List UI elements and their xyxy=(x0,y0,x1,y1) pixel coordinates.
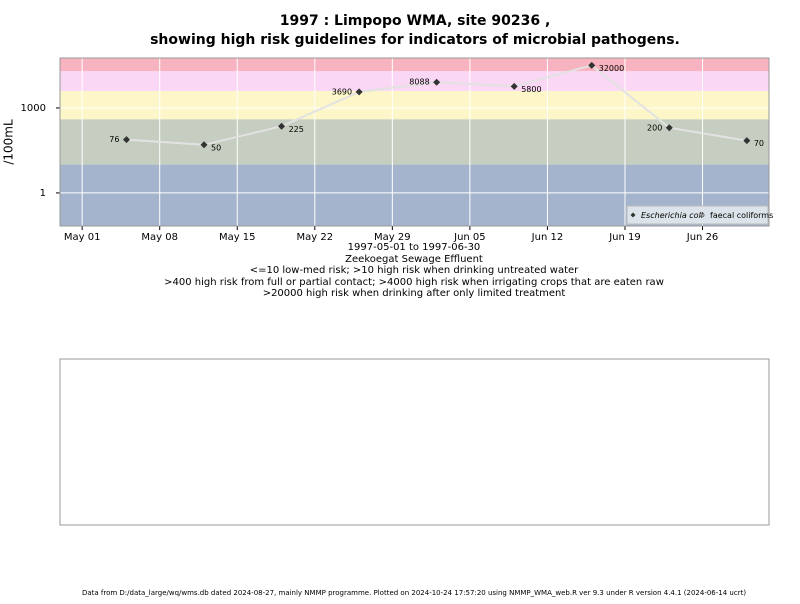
legend: Escherichia coli faecal coliforms xyxy=(626,205,773,225)
y-tick-label: 1 xyxy=(40,188,46,199)
data-point xyxy=(665,124,673,132)
data-label: 76 xyxy=(109,135,119,144)
risk-band xyxy=(60,58,769,72)
x-tick-label: May 08 xyxy=(141,232,178,243)
data-point xyxy=(355,88,363,96)
x-tick-label: May 15 xyxy=(219,232,256,243)
data-label: 70 xyxy=(754,139,764,148)
legend-label: Escherichia coli xyxy=(641,211,704,220)
chart-subtitle: showing high risk guidelines for indicat… xyxy=(150,32,680,48)
legend-label: faecal coliforms xyxy=(710,211,773,220)
legend-marker xyxy=(699,212,705,218)
plot-frame xyxy=(59,57,770,227)
legend-marker xyxy=(630,212,636,218)
x-tick-label: Jun 19 xyxy=(608,232,641,243)
data-point xyxy=(200,141,208,149)
x-tick-label: Jun 05 xyxy=(453,232,486,243)
annotation: <=10 low-med risk; >10 high risk when dr… xyxy=(250,265,579,276)
legend-box xyxy=(626,205,769,225)
data-label: 3690 xyxy=(332,87,352,96)
data-label: 5800 xyxy=(521,85,541,94)
annotation: >400 high risk from full or partial cont… xyxy=(164,277,664,288)
x-axis-label: 1997-05-01 to 1997-06-30 xyxy=(348,242,481,253)
data-label: 200 xyxy=(647,123,662,132)
x-tick-label: Jun 12 xyxy=(531,232,564,243)
data-point xyxy=(510,82,518,90)
footer: Data from D:/data_large/wq/wms.db dated … xyxy=(82,589,746,597)
y-tick-label: 1000 xyxy=(21,103,46,114)
x-tick-label: May 01 xyxy=(64,232,101,243)
data-point xyxy=(588,61,596,69)
x-tick-label: Jun 26 xyxy=(686,232,719,243)
data-label: 50 xyxy=(211,143,221,152)
risk-band xyxy=(60,119,769,165)
annotation: >20000 high risk when drinking after onl… xyxy=(263,288,566,299)
data-label: 8088 xyxy=(409,78,429,87)
data-label: 225 xyxy=(289,125,304,134)
x-tick-label: May 29 xyxy=(374,232,411,243)
data-label: 32000 xyxy=(599,64,624,73)
x-tick-label: May 22 xyxy=(297,232,334,243)
site-name: Zeekoegat Sewage Effluent xyxy=(345,254,483,265)
empty-panel xyxy=(59,358,770,526)
y-axis-label: /100mL xyxy=(2,119,16,165)
risk-band xyxy=(60,90,769,120)
data-point xyxy=(433,78,441,86)
data-point xyxy=(743,137,751,145)
data-point xyxy=(122,136,130,144)
data-point xyxy=(278,122,286,130)
chart-title: 1997 : Limpopo WMA, site 90236 , xyxy=(280,13,551,29)
